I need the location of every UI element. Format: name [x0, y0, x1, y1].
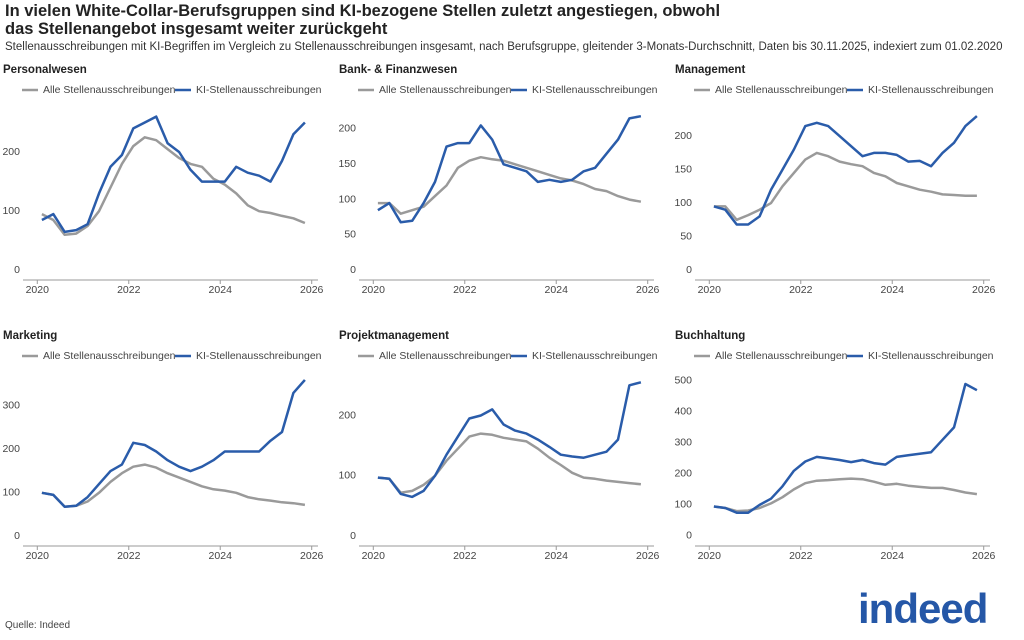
y-tick-label: 100: [674, 499, 692, 511]
y-tick-label: 50: [344, 229, 356, 241]
y-tick-label: 150: [674, 163, 692, 175]
series-line: [713, 382, 978, 514]
x-tick-label: 2020: [26, 284, 50, 296]
title: In vielen White-Collar-Berufsgruppen sin…: [5, 2, 721, 38]
y-tick-label: 200: [338, 409, 356, 421]
y-tick-label: 200: [674, 468, 692, 480]
series-line: [41, 136, 306, 237]
x-tick-label: 2024: [881, 550, 905, 562]
legend-label: Alle Stellenausschreibungen: [379, 350, 512, 362]
x-tick-label: 2020: [362, 550, 386, 562]
legend-label: Alle Stellenausschreibungen: [43, 84, 176, 96]
legend-label: KI-Stellenausschreibungen: [196, 84, 322, 96]
x-tick-label: 2020: [362, 284, 386, 296]
panel-title: Marketing: [3, 330, 57, 342]
legend-label: KI-Stellenausschreibungen: [532, 84, 658, 96]
x-tick-label: 2020: [26, 550, 50, 562]
legend-label: Alle Stellenausschreibungen: [715, 84, 848, 96]
legend-label: KI-Stellenausschreibungen: [196, 350, 322, 362]
series-line: [41, 379, 306, 508]
panel-title: Buchhaltung: [675, 330, 745, 342]
logo: indeed: [858, 585, 988, 632]
panel-title: Projektmanagement: [339, 330, 449, 342]
y-tick-label: 100: [338, 470, 356, 482]
panel-title: Bank- & Finanzwesen: [339, 64, 457, 76]
x-tick-label: 2020: [698, 550, 722, 562]
y-tick-label: 200: [338, 123, 356, 135]
series-line: [377, 114, 642, 224]
y-tick-label: 0: [14, 264, 20, 276]
legend-label: Alle Stellenausschreibungen: [43, 350, 176, 362]
x-tick-label: 2026: [972, 550, 996, 562]
series-line: [713, 115, 978, 226]
series-line: [41, 115, 306, 234]
y-tick-label: 50: [680, 230, 692, 242]
y-tick-label: 0: [686, 530, 692, 542]
x-tick-label: 2026: [636, 550, 660, 562]
charts: Personalwesen Alle Stellenausschreibungen…: [2, 64, 996, 562]
y-tick-label: 200: [2, 443, 20, 455]
series-line: [713, 477, 978, 513]
y-tick-label: 300: [2, 400, 20, 412]
x-tick-label: 2024: [545, 550, 569, 562]
series-line: [377, 381, 642, 499]
legend-label: KI-Stellenausschreibungen: [868, 350, 994, 362]
x-tick-label: 2022: [789, 550, 813, 562]
x-tick-label: 2026: [636, 284, 660, 296]
series-line: [41, 463, 306, 508]
x-tick-label: 2024: [881, 284, 905, 296]
x-tick-label: 2022: [453, 284, 477, 296]
x-tick-label: 2026: [300, 550, 324, 562]
y-tick-label: 100: [674, 197, 692, 209]
legend-label: KI-Stellenausschreibungen: [868, 84, 994, 96]
y-tick-label: 0: [350, 264, 356, 276]
series-line: [377, 432, 642, 494]
x-tick-label: 2022: [453, 550, 477, 562]
x-tick-label: 2024: [209, 550, 233, 562]
x-tick-label: 2026: [972, 284, 996, 296]
y-tick-label: 100: [2, 205, 20, 217]
x-tick-label: 2024: [209, 284, 233, 296]
panel-title: Personalwesen: [3, 64, 87, 76]
y-tick-label: 0: [350, 530, 356, 542]
source: Quelle: Indeed: [5, 620, 71, 631]
x-tick-label: 2020: [698, 284, 722, 296]
legend-label: KI-Stellenausschreibungen: [532, 350, 658, 362]
y-tick-label: 400: [674, 406, 692, 418]
x-tick-label: 2022: [789, 284, 813, 296]
y-tick-label: 100: [2, 487, 20, 499]
y-tick-label: 0: [14, 530, 20, 542]
x-tick-label: 2026: [300, 284, 324, 296]
x-tick-label: 2022: [117, 284, 141, 296]
y-tick-label: 0: [686, 264, 692, 276]
y-tick-label: 150: [338, 158, 356, 170]
panel-title: Management: [675, 64, 745, 76]
y-tick-label: 500: [674, 375, 692, 387]
legend-label: Alle Stellenausschreibungen: [379, 84, 512, 96]
y-tick-label: 100: [338, 193, 356, 205]
series-line: [713, 151, 977, 222]
subtitle: Stellenausschreibungen mit KI-Begriffen …: [5, 41, 1003, 53]
y-tick-label: 200: [2, 146, 20, 158]
y-tick-label: 200: [674, 130, 692, 142]
x-tick-label: 2022: [117, 550, 141, 562]
x-tick-label: 2024: [545, 284, 569, 296]
y-tick-label: 300: [674, 437, 692, 449]
legend-label: Alle Stellenausschreibungen: [715, 350, 848, 362]
